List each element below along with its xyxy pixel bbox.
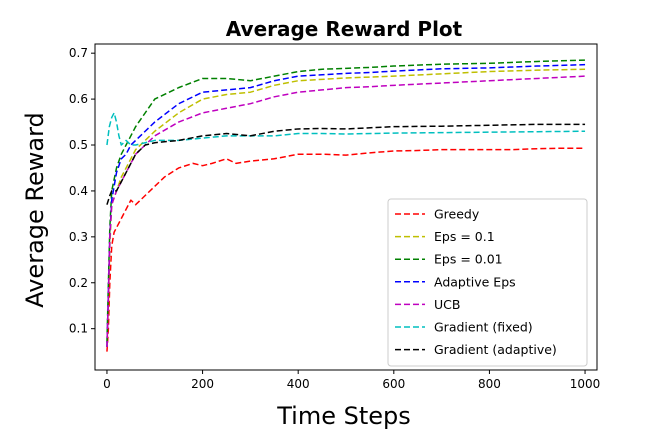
legend-entry: Gradient (adaptive) <box>434 342 557 357</box>
legend-entry: Gradient (fixed) <box>434 320 533 335</box>
y-tick-label: 0.3 <box>69 230 88 244</box>
plot-area <box>94 43 598 371</box>
y-tick-label: 0.5 <box>69 138 88 152</box>
y-tick-label: 0.7 <box>69 46 88 60</box>
plot-frame <box>94 43 598 371</box>
x-tick-label: 600 <box>382 377 405 391</box>
series-line <box>106 59 586 343</box>
x-tick-label: 400 <box>287 377 310 391</box>
legend-entry: Eps = 0.1 <box>434 229 495 244</box>
legend-entry: Greedy <box>434 207 480 222</box>
series-line <box>106 147 586 352</box>
x-tick-label: 200 <box>191 377 214 391</box>
x-tick-label: 0 <box>103 377 111 391</box>
legend-entry: Eps = 0.01 <box>434 252 503 267</box>
y-axis-label: Average Reward <box>21 112 49 308</box>
y-axis: 0.1 0.2 0.3 0.4 0.5 0.6 0.7 <box>69 46 95 336</box>
series-line <box>106 123 586 205</box>
x-tick-label: 800 <box>478 377 501 391</box>
legend-entry: Adaptive Eps <box>434 274 516 289</box>
y-tick-label: 0.4 <box>69 184 88 198</box>
y-tick-label: 0.6 <box>69 92 88 106</box>
series-layer <box>106 59 586 352</box>
legend-box <box>387 198 588 367</box>
series-line <box>106 112 586 146</box>
legend: Greedy Eps = 0.1 Eps = 0.01 Adaptive Eps UCB… <box>387 198 588 367</box>
legend-entry: UCB <box>434 297 460 312</box>
x-tick-label: 1000 <box>570 377 601 391</box>
chart-title: Average Reward Plot <box>226 17 463 41</box>
y-tick-label: 0.2 <box>69 276 88 290</box>
x-axis-label: Time Steps <box>276 402 411 430</box>
x-axis: 0 200 400 600 800 1000 <box>103 370 600 391</box>
series-line <box>106 63 586 348</box>
y-tick-label: 0.1 <box>69 322 88 336</box>
